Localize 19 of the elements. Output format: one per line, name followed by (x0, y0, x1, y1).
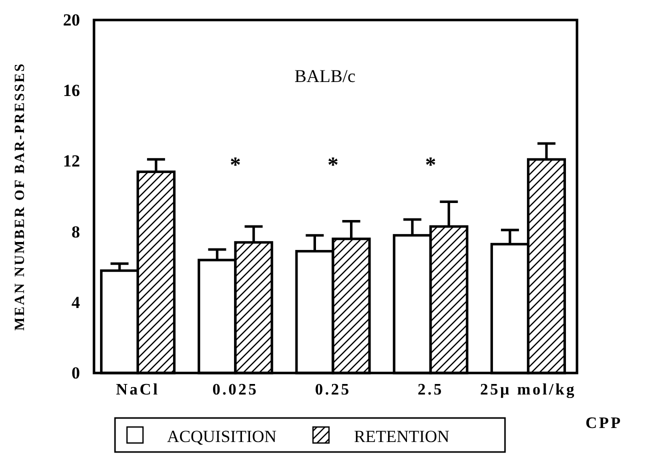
x-tick-label: 0.025 (212, 381, 258, 398)
annotation: BALB/c (294, 66, 356, 86)
annotation: * (230, 152, 241, 177)
y-tick-label: 16 (63, 81, 80, 100)
x-tick-label: NaCl (116, 381, 160, 398)
y-tick-label: 8 (72, 222, 80, 242)
y-tick-label: 12 (63, 152, 80, 171)
legend-label: ACQUISITION (167, 427, 277, 446)
x-axis-title: CPP (585, 415, 623, 432)
y-tick-label: 4 (72, 292, 80, 312)
y-axis-title: MEAN NUMBER OF BAR-PRESSES (13, 62, 28, 331)
y-tick-label: 0 (72, 363, 80, 382)
x-tick-label: 25μ mol/kg (480, 381, 576, 398)
annotation: * (425, 152, 436, 177)
x-tick-label: 0.25 (315, 381, 351, 398)
y-tick-label: 20 (63, 10, 80, 30)
annotation: * (328, 152, 338, 177)
legend-label: RETENTION (354, 427, 450, 446)
x-tick-label: 2.5 (418, 381, 444, 398)
